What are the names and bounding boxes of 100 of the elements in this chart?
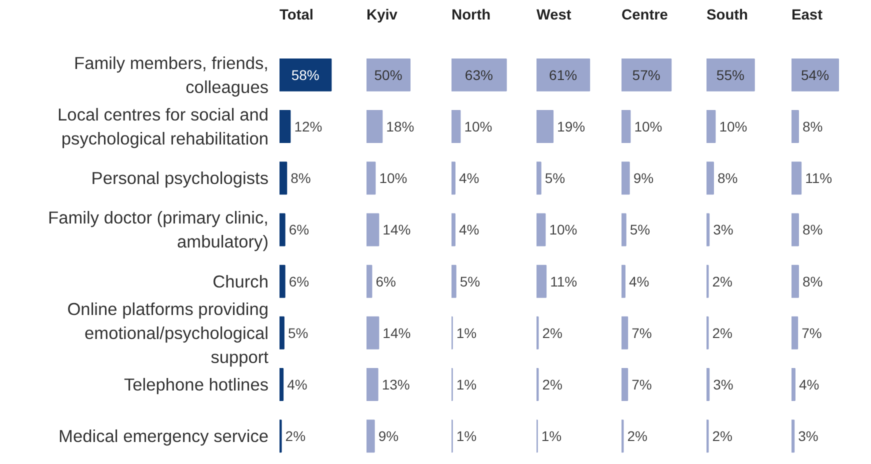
y-tick-label: Personal psychologists (91, 168, 269, 188)
y-tick-label: Online platforms providing emotional/psychological support (67, 298, 269, 367)
data-label: 14% (382, 324, 411, 341)
chart-title: Kyiv (366, 8, 398, 24)
bar (366, 162, 376, 195)
bar (452, 213, 456, 246)
data-label: 2% (712, 428, 732, 444)
data-label: 3% (713, 222, 734, 238)
data-label: 63% (464, 66, 493, 83)
bar (792, 316, 798, 350)
data-label: 6% (288, 273, 310, 290)
data-label: 13% (382, 376, 410, 393)
bar (366, 264, 372, 298)
chart-title: East (792, 8, 823, 24)
data-label: 12% (294, 118, 322, 135)
data-label: 10% (549, 222, 578, 238)
bar (280, 110, 291, 144)
bar (536, 58, 590, 92)
bar (706, 110, 716, 144)
data-label: 1% (456, 428, 477, 444)
data-label: 2% (542, 324, 562, 341)
bar (536, 162, 542, 195)
data-label: 58% (291, 66, 320, 83)
bar (792, 110, 799, 144)
data-label: 5% (630, 222, 650, 238)
bar (792, 58, 840, 92)
data-label: 5% (460, 273, 480, 290)
data-label: 61% (549, 66, 578, 83)
data-label: 1% (456, 376, 477, 393)
chart-title: Total (280, 8, 314, 24)
data-label: 50% (374, 66, 402, 83)
data-label: 3% (798, 428, 818, 444)
bar (366, 213, 380, 246)
bar (366, 368, 378, 402)
data-label: 8% (717, 170, 738, 186)
y-tick-label: Telephone hotlines (124, 374, 269, 395)
y-tick-label: Family doctor (primary clinic, ambulatory) (48, 208, 269, 252)
bar (366, 316, 380, 350)
data-label: 4% (798, 376, 820, 393)
data-label: 8% (802, 273, 823, 290)
data-label: 9% (378, 428, 399, 444)
data-label: 7% (632, 376, 652, 393)
chart-title: South (706, 8, 748, 24)
y-tick-label: Medical emergency service (58, 426, 269, 446)
data-label: 4% (287, 376, 308, 393)
data-label: 10% (379, 170, 408, 186)
y-tick-label: Family members, friends, colleagues (74, 52, 269, 97)
data-label: 19% (557, 118, 586, 135)
data-label: 10% (464, 118, 492, 135)
bar (622, 316, 628, 350)
data-label: 2% (712, 324, 732, 341)
data-label: 11% (805, 170, 832, 186)
data-label: 2% (542, 376, 562, 393)
bar (792, 213, 799, 246)
data-label: 1% (541, 428, 562, 444)
bar (280, 316, 284, 350)
bar (622, 162, 630, 195)
data-label: 4% (458, 170, 480, 186)
bar (536, 110, 554, 144)
bar (622, 110, 631, 144)
bar (622, 58, 672, 92)
bar (622, 264, 626, 298)
data-label: 7% (802, 324, 822, 341)
bar (280, 58, 332, 92)
data-label: 2% (712, 273, 732, 290)
data-label: 4% (458, 222, 480, 238)
data-label: 5% (288, 324, 308, 341)
bar (280, 162, 288, 195)
bar (536, 264, 547, 298)
bar (366, 58, 411, 92)
data-label: 10% (719, 118, 748, 135)
data-label: 5% (544, 170, 566, 186)
bar (452, 58, 507, 92)
data-label: 54% (800, 66, 830, 83)
bar (706, 368, 710, 402)
data-label: 2% (627, 428, 648, 444)
chart-title: West (536, 8, 572, 24)
y-tick-label: Church (212, 271, 269, 292)
bar (452, 110, 461, 144)
data-label: 55% (716, 66, 744, 83)
data-label: 10% (634, 118, 662, 135)
bar (622, 213, 626, 246)
bar (792, 368, 796, 402)
bar (622, 368, 628, 402)
data-label: 8% (802, 118, 823, 135)
data-label: 14% (382, 222, 411, 238)
bar (452, 264, 456, 298)
data-label: 3% (713, 376, 734, 393)
bar (706, 162, 714, 195)
bar (366, 420, 375, 453)
bar (280, 368, 284, 402)
bar (536, 213, 546, 246)
data-label: 57% (632, 66, 660, 83)
y-tick-label: Local centres for social and psychological rehabilitation (58, 104, 269, 149)
bar (280, 213, 286, 246)
data-label: 11% (550, 273, 578, 290)
data-label: 7% (632, 324, 652, 341)
chart-title: North (452, 8, 491, 24)
bar (706, 213, 710, 246)
bar (792, 420, 795, 453)
